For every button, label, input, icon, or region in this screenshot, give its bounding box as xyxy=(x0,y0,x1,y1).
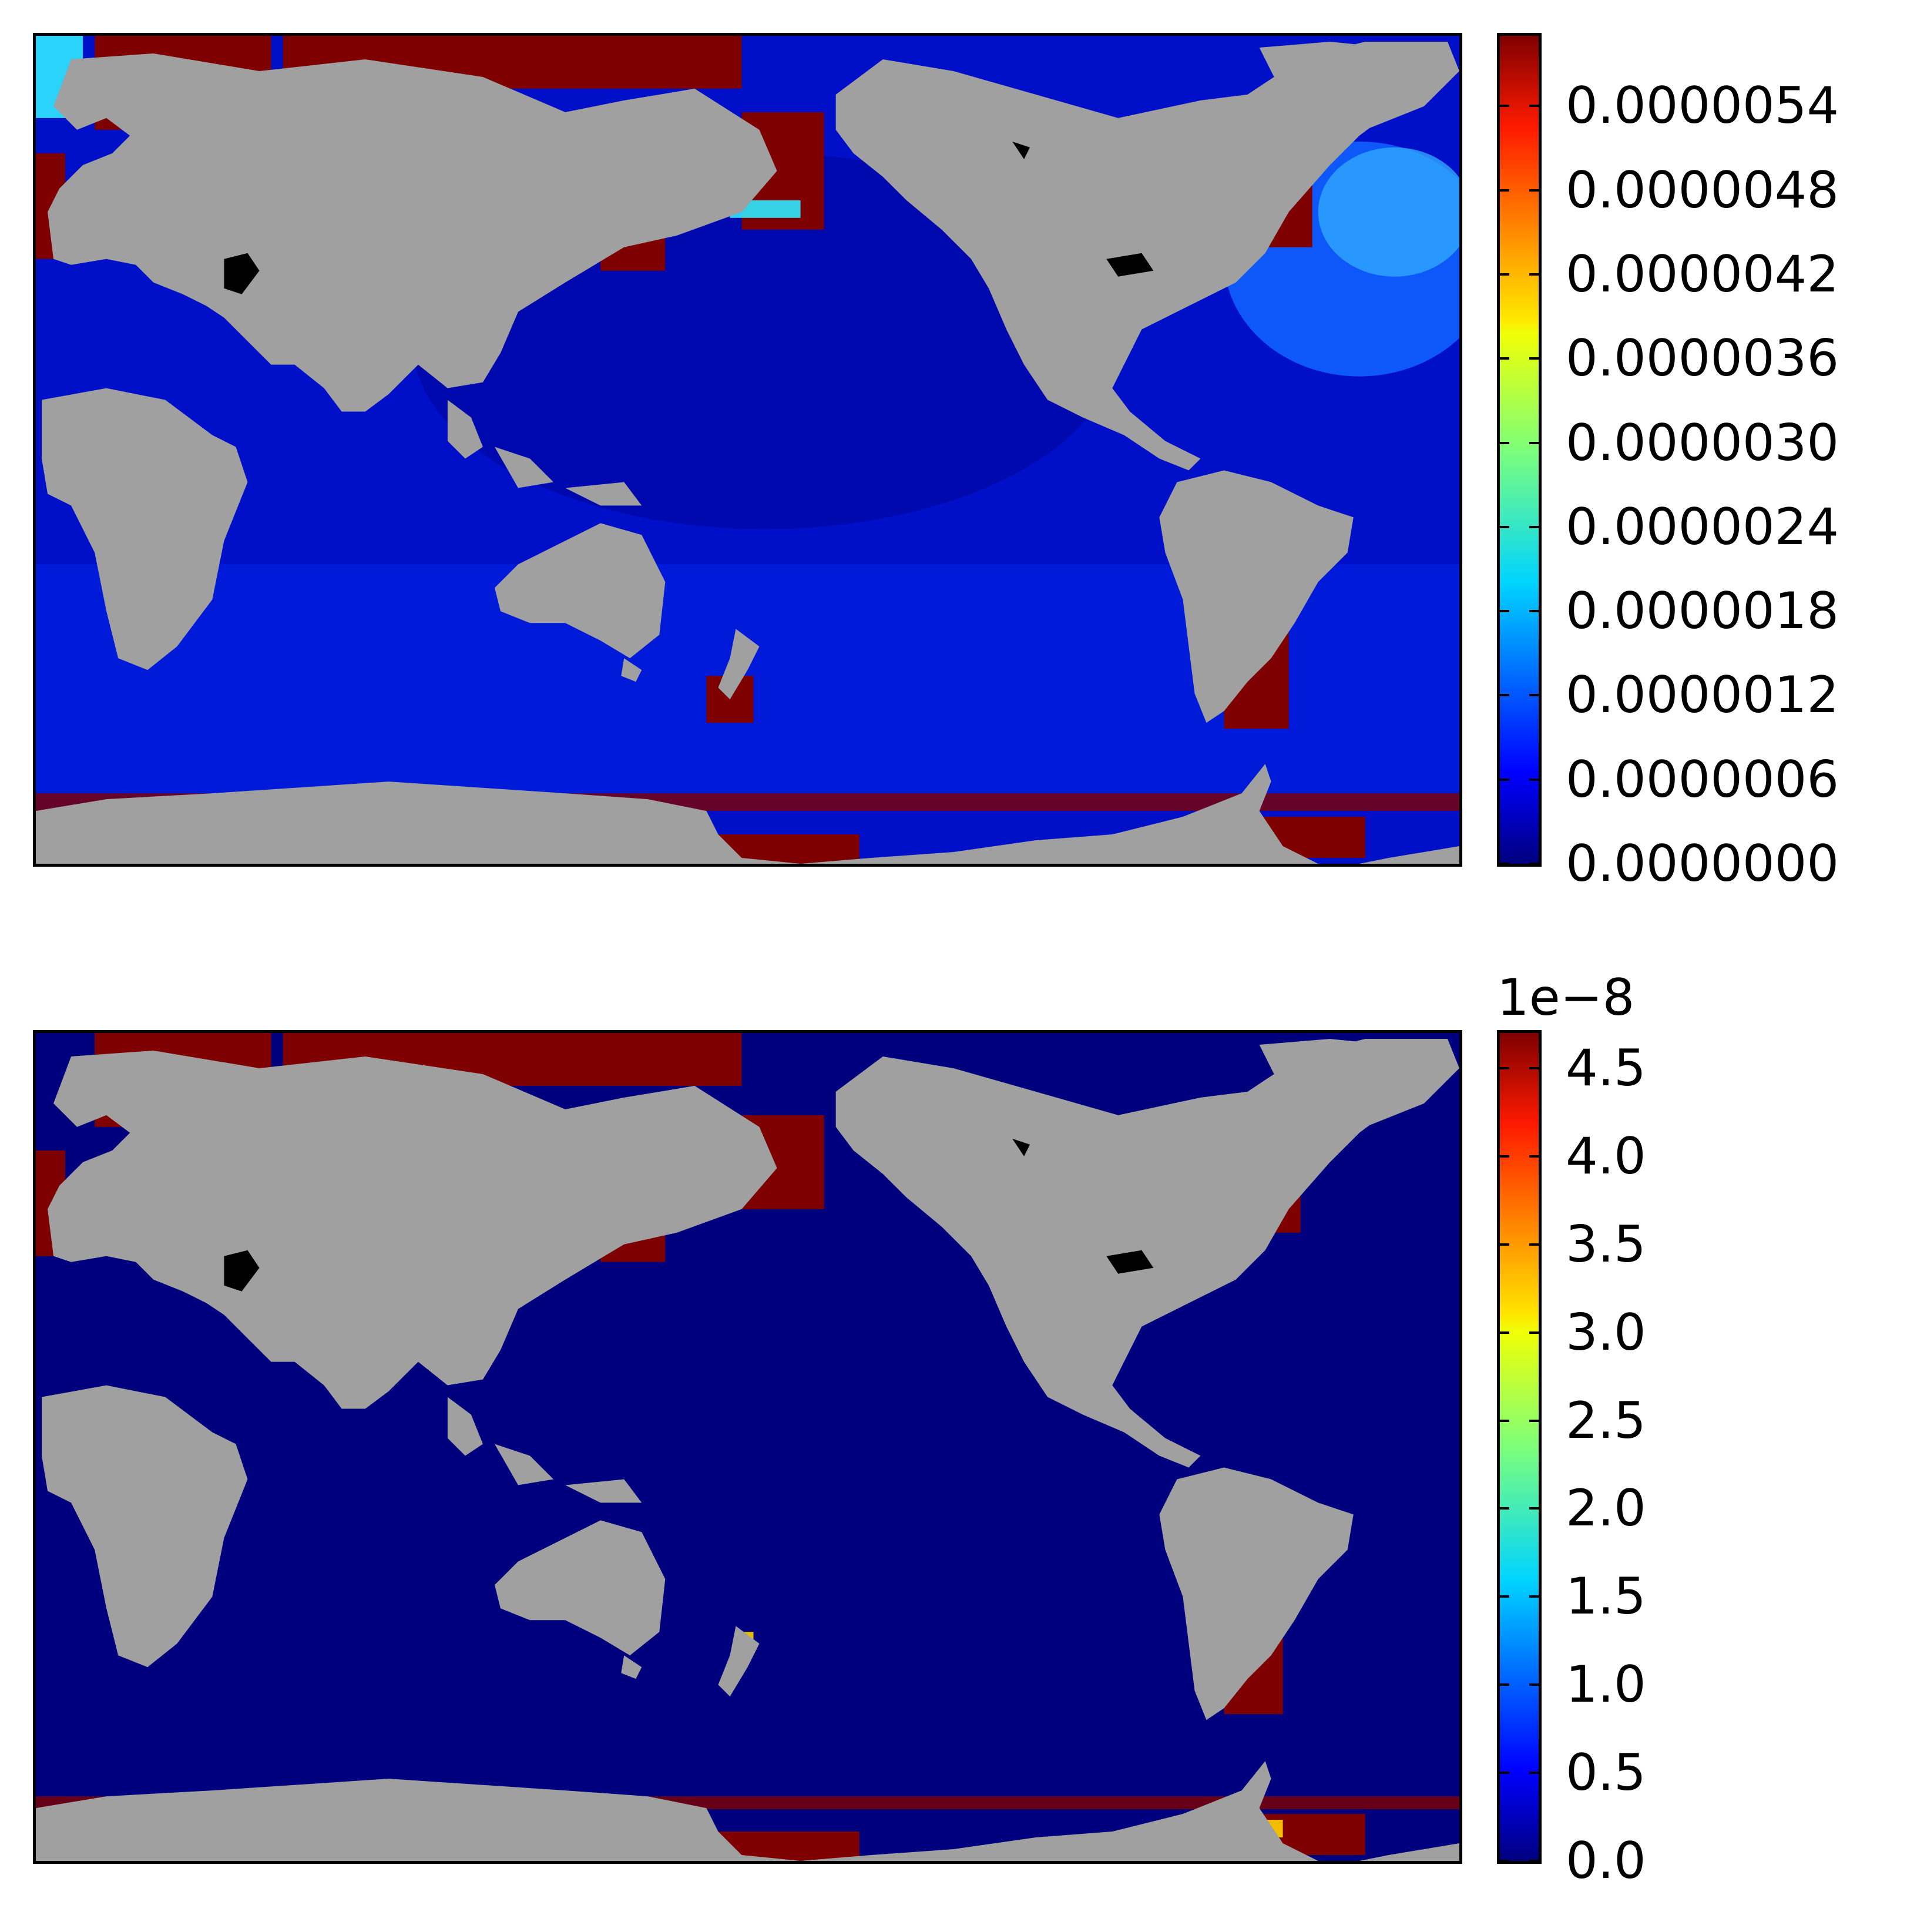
colorbar-tick-label: 0.0000048 xyxy=(1566,160,1839,220)
colorbar-tick-mark xyxy=(1529,357,1539,360)
colorbar-tick-mark xyxy=(1529,778,1539,781)
colorbar-tick-label: 1.0 xyxy=(1566,1655,1646,1715)
colorbar-tick-mark xyxy=(1500,1860,1509,1862)
colorbar-tick-mark xyxy=(1529,1331,1539,1334)
colorbar-tick-mark xyxy=(1500,357,1509,360)
colorbar-tick-mark xyxy=(1529,1595,1539,1598)
bottom-colorbar-offset: 1e−8 xyxy=(1497,968,1635,1027)
colorbar-tick-label: 2.0 xyxy=(1566,1479,1646,1538)
colorbar-tick-label: 0.5 xyxy=(1566,1743,1646,1803)
colorbar-tick-mark xyxy=(1500,1595,1509,1598)
colorbar-tick-label: 0.0000042 xyxy=(1566,244,1839,304)
colorbar-tick-label: 0.0000018 xyxy=(1566,582,1839,641)
colorbar-tick-mark xyxy=(1500,525,1509,528)
top-map xyxy=(33,33,1462,867)
colorbar-tick-mark xyxy=(1500,105,1509,108)
colorbar-tick-mark xyxy=(1500,1772,1509,1775)
colorbar-tick-mark xyxy=(1529,1683,1539,1686)
colorbar-tick-mark xyxy=(1500,778,1509,781)
colorbar-tick-mark xyxy=(1500,1331,1509,1334)
colorbar-tick-mark xyxy=(1529,525,1539,528)
north-atlantic-bloom-core xyxy=(1318,147,1459,277)
colorbar-tick-mark xyxy=(1529,610,1539,613)
colorbar-tick-label: 0.0000000 xyxy=(1566,834,1839,893)
colorbar-tick-label: 0.0000024 xyxy=(1566,497,1839,556)
colorbar-tick-label: 0.0000012 xyxy=(1566,666,1839,725)
colorbar-tick-mark xyxy=(1500,1419,1509,1422)
colorbar-tick-mark xyxy=(1529,441,1539,444)
colorbar-tick-label: 0.0000036 xyxy=(1566,329,1839,388)
colorbar-tick-label: 0.0000054 xyxy=(1566,76,1839,136)
colorbar-tick-mark xyxy=(1500,441,1509,444)
colorbar-tick-label: 4.0 xyxy=(1566,1126,1646,1186)
bottom-colorbar: 4.5 4.0 3.5 3.0 2.5 2.0 1.5 1.0 0.5 0.0 xyxy=(1497,1030,1646,1886)
colorbar-tick-mark xyxy=(1529,1860,1539,1862)
colorbar-tick-label: 3.0 xyxy=(1566,1303,1646,1362)
colorbar-tick-mark xyxy=(1500,189,1509,192)
colorbar-tick-mark xyxy=(1500,1066,1509,1069)
colorbar-tick-mark xyxy=(1529,1243,1539,1246)
lakes xyxy=(224,1138,1154,1292)
bottom-map xyxy=(33,1030,1462,1864)
colorbar-tick-mark xyxy=(1529,1419,1539,1422)
colorbar-tick-mark xyxy=(1500,863,1509,865)
colorbar-tick-mark xyxy=(1529,189,1539,192)
top-colorbar: 0.0000054 0.0000048 0.0000042 0.0000036 0.00… xyxy=(1497,33,1839,889)
colorbar-tick-label: 0.0 xyxy=(1566,1832,1646,1890)
colorbar-tick-mark xyxy=(1500,610,1509,613)
colorbar-tick-mark xyxy=(1529,105,1539,108)
colorbar-tick-mark xyxy=(1529,1155,1539,1158)
colorbar-tick-label: 1.5 xyxy=(1566,1567,1646,1626)
colorbar-tick-mark xyxy=(1529,273,1539,276)
colorbar-tick-mark xyxy=(1529,694,1539,697)
colorbar-tick-mark xyxy=(1500,1155,1509,1158)
colorbar-tick-mark xyxy=(1500,694,1509,697)
colorbar-tick-label: 0.0000006 xyxy=(1566,750,1839,809)
colorbar-tick-label: 4.5 xyxy=(1566,1038,1646,1098)
colorbar-tick-mark xyxy=(1529,1507,1539,1510)
colorbar-tick-label: 3.5 xyxy=(1566,1215,1646,1274)
colorbar-tick-mark xyxy=(1500,273,1509,276)
colorbar-tick-mark xyxy=(1500,1243,1509,1246)
colorbar-tick-mark xyxy=(1500,1507,1509,1510)
colorbar-tick-label: 0.0000030 xyxy=(1566,413,1839,472)
colorbar-tick-mark xyxy=(1529,863,1539,865)
colorbar-tick-mark xyxy=(1529,1772,1539,1775)
colorbar-tick-mark xyxy=(1529,1066,1539,1069)
colorbar-tick-mark xyxy=(1500,1683,1509,1686)
colorbar-tick-label: 2.5 xyxy=(1566,1391,1646,1450)
